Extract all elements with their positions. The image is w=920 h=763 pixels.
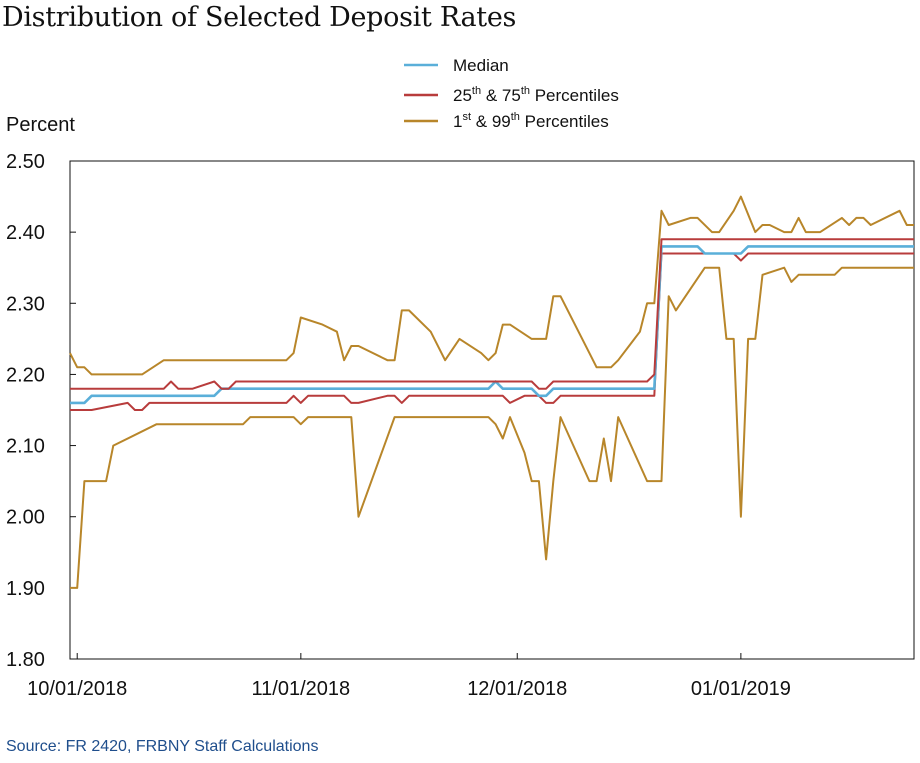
chart-legend: Median 25th & 75th Percentiles 1st & 99th … [404, 56, 619, 131]
y-tick-label: 2.00 [6, 507, 45, 529]
x-tick-label: 12/01/2018 [467, 678, 567, 700]
x-tick-label: 10/01/2018 [27, 678, 127, 700]
line-chart: Median 25th & 75th Percentiles 1st & 99th … [6, 56, 915, 700]
series-line-p75 [70, 238, 914, 390]
y-tick-label: 2.10 [6, 436, 45, 458]
y-tick-label: 1.90 [6, 578, 45, 600]
x-tick-label: 01/01/2019 [691, 678, 791, 700]
y-tick-label: 2.40 [6, 222, 45, 244]
y-tick-label: 2.20 [6, 364, 45, 386]
chart-series [69, 195, 914, 589]
series-line-p1 [70, 266, 914, 589]
y-tick-label: 2.30 [6, 293, 45, 315]
legend-label-p1_99: 1st & 99th Percentiles [453, 111, 609, 131]
y-axis-label: Percent [6, 114, 75, 136]
series-line-p25 [70, 252, 914, 411]
chart-axes: 1.80 1.90 2.00 2.10 2.20 2.30 2.40 2.50 10/01/20… [6, 151, 915, 700]
y-tick-label: 2.50 [6, 151, 45, 173]
chart-title: Distribution of Selected Deposit Rates [2, 2, 517, 33]
legend-label-p25_75: 25th & 75th Percentiles [453, 85, 619, 105]
x-tick-label: 11/01/2018 [252, 678, 351, 700]
source-note: Source: FR 2420, FRBNY Staff Calculation… [6, 738, 319, 755]
series-line-median [70, 245, 914, 405]
y-tick-label: 1.80 [6, 649, 45, 671]
series-line-p99 [69, 195, 914, 376]
plot-frame [69, 160, 915, 660]
legend-label-median: Median [453, 56, 509, 75]
